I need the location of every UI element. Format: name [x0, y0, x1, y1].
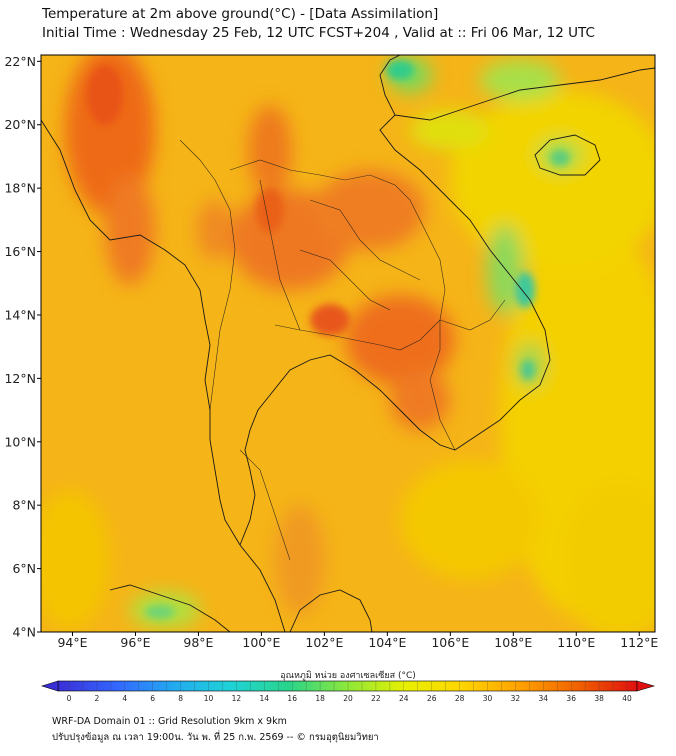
lat-tick-label: 14°N [4, 307, 36, 322]
temperature-field [41, 55, 655, 632]
colorbar-tick-label: 28 [455, 694, 465, 703]
lon-tick-label: 100°E [242, 635, 280, 650]
lon-tick-label: 108°E [494, 635, 532, 650]
colorbar-tick-label: 14 [260, 694, 270, 703]
lat-tick-label: 10°N [4, 434, 36, 449]
colorbar-tick-label: 20 [343, 694, 353, 703]
colorbar-tick-label: 30 [483, 694, 493, 703]
lon-tick-label: 110°E [557, 635, 595, 650]
lon-tick-label: 112°E [620, 635, 658, 650]
colorbar-tick-label: 4 [122, 694, 127, 703]
lat-tick-label: 4°N [12, 625, 36, 640]
map-subtitle: Initial Time : Wednesday 25 Feb, 12 UTC … [42, 25, 595, 41]
colorbar: 0 2 4 6 8 10 12 14 16 18 20 22 24 26 28 30 32 34 36 38 40 [40, 680, 656, 703]
lon-ticks: 94°E 96°E 98°E 100°E 102°E 104°E 106°E 108°E 110… [57, 632, 658, 650]
colorbar-tick-label: 38 [594, 694, 604, 703]
lon-tick-label: 98°E [183, 635, 213, 650]
colorbar-tick-label: 32 [511, 694, 521, 703]
map-frame [40, 54, 656, 633]
lat-tick-label: 12°N [4, 371, 36, 386]
colorbar-tick-label: 12 [232, 694, 242, 703]
colorbar-tick-label: 10 [204, 694, 214, 703]
colorbar-tick-label: 8 [178, 694, 183, 703]
lat-tick-label: 8°N [12, 498, 36, 513]
colorbar-tick-label: 16 [287, 694, 297, 703]
footer-update-info: ปรับปรุงข้อมูล ณ เวลา 19:00น. วัน พ. ที่… [52, 732, 379, 743]
colorbar-body [57, 680, 638, 692]
colorbar-tick-label: 24 [399, 694, 409, 703]
footer-model-info: WRF-DA Domain 01 :: Grid Resolution 9km … [52, 716, 287, 727]
lon-tick-label: 102°E [305, 635, 343, 650]
colorbar-tick-label: 0 [67, 694, 72, 703]
colorbar-tick-label: 6 [150, 694, 155, 703]
lat-tick-label: 22°N [4, 54, 36, 69]
lon-tick-label: 106°E [431, 635, 469, 650]
colorbar-max-arrow [636, 680, 656, 692]
lon-tick-label: 94°E [57, 635, 87, 650]
colorbar-tick-label: 18 [315, 694, 325, 703]
lat-tick-label: 6°N [12, 561, 36, 576]
lat-tick-label: 16°N [4, 244, 36, 259]
borders [179, 139, 506, 561]
colorbar-tick-label: 40 [622, 694, 632, 703]
colorbar-tick-label: 34 [539, 694, 549, 703]
colorbar-tick-label: 2 [95, 694, 100, 703]
lat-ticks: 4°N 6°N 8°N 10°N 12°N 14°N 16°N 18°N 20°N 22°N [4, 54, 41, 640]
colorbar-tick-label: 22 [371, 694, 381, 703]
lat-tick-label: 20°N [4, 117, 36, 132]
colorbar-tick-label: 36 [566, 694, 576, 703]
lat-tick-label: 18°N [4, 181, 36, 196]
coastlines [41, 55, 655, 632]
colorbar-min-arrow [40, 680, 59, 692]
colorbar-tick-label: 26 [427, 694, 437, 703]
map-title: Temperature at 2m above ground(°C) - [Da… [42, 6, 439, 22]
lon-tick-label: 96°E [120, 635, 150, 650]
colorbar-title: อุณหภูมิ หน่วย องศาเซลเซียส (°C) [280, 670, 416, 681]
lon-tick-label: 104°E [368, 635, 406, 650]
